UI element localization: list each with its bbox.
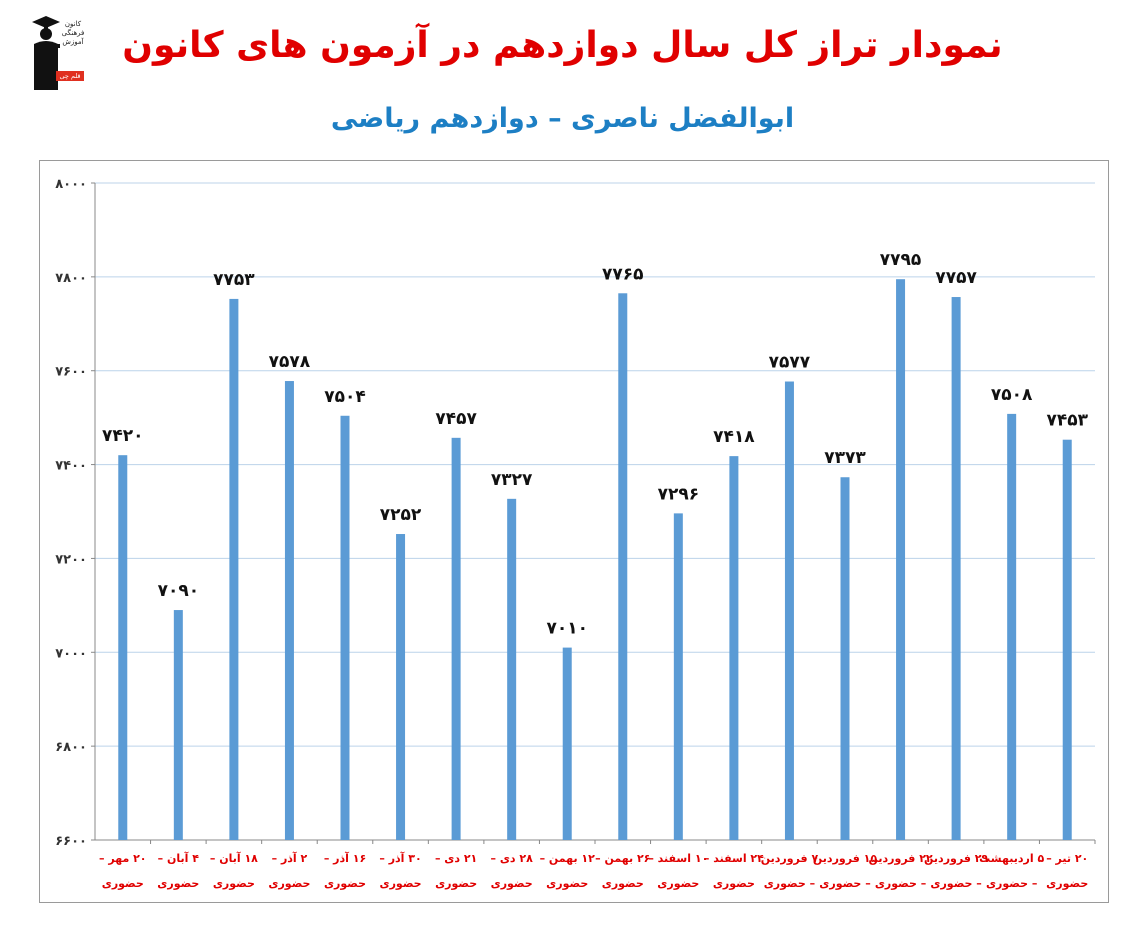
data-label: ۷۳۲۷ xyxy=(491,470,533,490)
x-category-label: حضوری xyxy=(602,877,644,890)
bar xyxy=(1062,439,1072,840)
x-category-label: ۱۶ آذر – xyxy=(324,851,366,865)
x-category-label: ۲۰ مهر – xyxy=(99,852,147,865)
data-label: ۷۴۱۸ xyxy=(713,427,755,447)
x-category-label: ۲۰ تیر – xyxy=(1046,852,1088,865)
x-category-label: حضوری xyxy=(713,877,755,890)
x-category-label: – حضوری xyxy=(819,877,870,890)
data-label: ۷۷۵۷ xyxy=(935,268,977,288)
x-category-label: حضوری xyxy=(157,877,199,890)
bar xyxy=(396,534,406,840)
y-tick-label: ۷۸۰۰ xyxy=(55,271,87,286)
data-label: ۷۷۵۳ xyxy=(213,270,255,290)
x-category-label: ۵ اردیبهشت xyxy=(979,852,1044,865)
logo-text: کانون فرهنگی آموزش xyxy=(61,20,85,46)
x-category-label: ۴ آبان – xyxy=(158,851,200,865)
x-category-label: ۷ فروردین xyxy=(761,852,819,865)
x-category-label: ۱۲ بهمن – xyxy=(540,852,596,865)
x-category-label: حضوری xyxy=(268,877,310,890)
chart-title: نمودار تراز کل سال دوازدهم در آزمون های … xyxy=(122,25,1003,66)
x-category-label: – حضوری xyxy=(764,877,815,890)
x-category-label: حضوری xyxy=(491,877,533,890)
bar xyxy=(951,297,961,840)
graduate-figure-icon xyxy=(32,16,60,90)
bar xyxy=(1007,413,1017,840)
bar xyxy=(340,415,350,840)
x-category-label: حضوری xyxy=(324,877,366,890)
x-category-label: حضوری xyxy=(1046,877,1088,890)
data-label: ۷۴۵۳ xyxy=(1046,411,1088,431)
data-label: ۷۲۵۲ xyxy=(380,505,422,525)
bar xyxy=(673,513,683,840)
y-tick-label: ۶۸۰۰ xyxy=(55,740,87,755)
x-category-label: ۲ آذر – xyxy=(272,851,308,865)
x-category-label: ۲۹ فروردین xyxy=(924,852,988,865)
data-label: ۷۴۵۷ xyxy=(435,409,477,429)
y-tick-label: ۸۰۰۰ xyxy=(55,177,87,192)
x-category-label: حضوری xyxy=(546,877,588,890)
data-label: ۷۴۲۰ xyxy=(102,426,144,446)
data-label: ۷۵۰۸ xyxy=(991,385,1033,405)
x-category-label: ۲۲ فروردین xyxy=(868,852,932,865)
x-category-label: حضوری xyxy=(657,877,699,890)
y-tick-label: ۷۰۰۰ xyxy=(55,646,87,661)
chart-subtitle: ابوالفضل ناصری – دوازدهم ریاضی xyxy=(330,103,795,134)
bar xyxy=(451,437,461,840)
logo-badge: قلم چی xyxy=(56,71,84,81)
bar xyxy=(284,381,294,840)
kanoon-logo xyxy=(28,14,84,90)
y-tick-label: ۷۴۰۰ xyxy=(55,459,87,474)
bar xyxy=(562,647,572,840)
data-label: ۷۵۷۷ xyxy=(769,353,811,373)
x-category-label: – حضوری xyxy=(986,877,1037,890)
y-tick-label: ۷۲۰۰ xyxy=(55,552,87,567)
x-category-label: ۲۴ اسفند – xyxy=(704,852,764,865)
data-label: ۷۷۹۵ xyxy=(880,250,922,270)
data-label: ۷۰۹۰ xyxy=(158,581,200,601)
y-tick-label: ۷۶۰۰ xyxy=(55,365,87,380)
x-category-label: حضوری xyxy=(213,877,255,890)
bar xyxy=(173,610,183,840)
x-category-label: – حضوری xyxy=(875,877,926,890)
data-label: ۷۰۱۰ xyxy=(546,619,588,639)
bar xyxy=(507,498,517,840)
data-label: ۷۷۶۵ xyxy=(602,264,644,284)
data-label: ۷۵۰۴ xyxy=(324,387,366,407)
x-category-label: حضوری xyxy=(102,877,144,890)
x-category-label: ۲۶ بهمن – xyxy=(595,852,650,865)
bar xyxy=(896,279,906,840)
x-category-label: ۱۰ اسفند – xyxy=(648,852,708,865)
x-category-label: حضوری xyxy=(435,877,477,890)
x-category-label: حضوری xyxy=(380,877,422,890)
y-tick-label: ۶۶۰۰ xyxy=(55,834,87,849)
x-category-label: ۳۰ آذر – xyxy=(379,851,421,865)
x-category-label: ۲۱ دی – xyxy=(435,852,477,865)
bar xyxy=(729,456,739,840)
x-category-label: ۱۸ آبان – xyxy=(210,851,258,865)
plot-area-frame xyxy=(39,160,1109,903)
x-category-label: ۲۸ دی – xyxy=(491,852,534,865)
bar xyxy=(118,455,128,840)
x-category-label: – حضوری xyxy=(930,877,981,890)
x-category-label: ۱۵ فروردین xyxy=(813,852,877,865)
bar xyxy=(784,381,794,840)
data-label: ۷۵۷۸ xyxy=(269,352,311,372)
data-label: ۷۲۹۶ xyxy=(658,484,700,504)
data-label: ۷۳۷۳ xyxy=(824,448,866,468)
bar xyxy=(229,298,239,840)
bar xyxy=(618,293,628,841)
bar xyxy=(840,477,850,840)
